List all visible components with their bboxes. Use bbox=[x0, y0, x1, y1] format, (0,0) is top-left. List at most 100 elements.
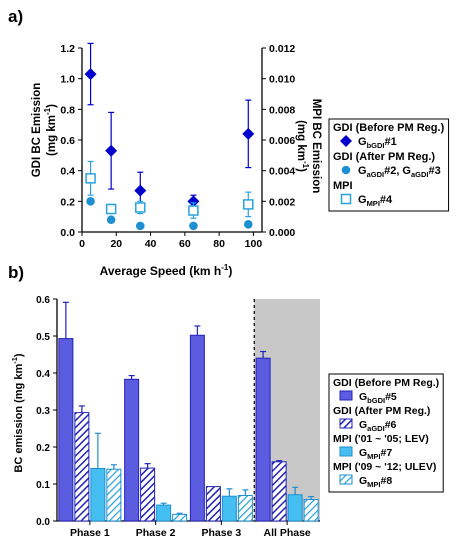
bar bbox=[58, 338, 74, 522]
data-point bbox=[187, 195, 200, 208]
svg-text:BC emission (mg km-1): BC emission (mg km-1) bbox=[10, 353, 25, 472]
x-tick-label: 20 bbox=[110, 238, 122, 250]
legend-heading: GDI (After PM Reg.) bbox=[333, 151, 435, 163]
panel-b-plot: 0.0 0.1 0.2 0.3 0.4 0.5 0.6 Phase 1 Phase 2 Phase… bbox=[36, 295, 320, 539]
svg-text:(mg km-1): (mg km-1) bbox=[295, 120, 310, 172]
legend-swatch bbox=[339, 418, 353, 429]
svg-text:(mg km-1): (mg km-1) bbox=[43, 104, 58, 156]
x-tick-label: 100 bbox=[245, 238, 263, 250]
bar bbox=[303, 499, 319, 522]
panel-a-x-axis-label: Average Speed (km h-1) bbox=[100, 263, 233, 278]
right-y-tick-label: 0.010 bbox=[269, 74, 295, 86]
right-y-tick-label: 0.000 bbox=[269, 227, 295, 239]
right-axis-unit-sup: -1 bbox=[301, 161, 310, 169]
right-y-tick-label: 0.006 bbox=[269, 135, 295, 147]
x-tick-label: Phase 2 bbox=[136, 527, 176, 539]
bar bbox=[271, 461, 287, 522]
right-axis-unit: (mg km bbox=[295, 120, 307, 161]
x-tick-label: 80 bbox=[213, 238, 225, 250]
legend-label: GMPI#4 bbox=[358, 194, 393, 208]
legend-label: GaGDI#2, GaGDI#3 bbox=[358, 165, 441, 179]
y-tick-label: 0.4 bbox=[36, 369, 50, 380]
x-tick-label: 60 bbox=[179, 238, 191, 250]
bar bbox=[140, 467, 156, 522]
x-tick-label: All Phase bbox=[263, 527, 310, 539]
legend-heading: GDI (After PM Reg.) bbox=[333, 405, 430, 417]
panel-a: a) 0.00.20.40.60.81.01.20.0000.0020.0040… bbox=[8, 7, 450, 278]
right-y-tick-label: 0.012 bbox=[269, 43, 295, 55]
right-y-tick-label: 0.004 bbox=[269, 166, 295, 178]
left-y-tick-label: 1.2 bbox=[60, 43, 75, 55]
legend-marker bbox=[340, 135, 352, 147]
left-axis-unit-sup: -1 bbox=[43, 107, 52, 115]
legend-heading: GDI (Before PM Reg.) bbox=[333, 122, 445, 134]
left-y-tick-label: 0.2 bbox=[60, 196, 75, 208]
left-axis-unit: (mg km bbox=[46, 115, 58, 156]
data-point bbox=[105, 203, 117, 215]
data-point bbox=[189, 221, 198, 231]
legend-heading: MPI ('01 ~ '05; LEV) bbox=[333, 433, 429, 445]
bar bbox=[221, 495, 237, 522]
data-point bbox=[84, 68, 97, 81]
legend-marker bbox=[340, 193, 352, 205]
bar bbox=[237, 494, 253, 522]
legend-label: GbGDI#1 bbox=[358, 136, 397, 150]
right-y-tick-label: 0.002 bbox=[269, 196, 295, 208]
panel-b-y-axis-label: BC emission (mg km-1) bbox=[10, 353, 25, 472]
legend-swatch bbox=[339, 474, 353, 485]
bar bbox=[255, 357, 271, 522]
y-tick-label: 0.6 bbox=[36, 295, 50, 306]
x-tick-label: Phase 3 bbox=[202, 527, 242, 539]
panel-a-right-axis-label: MPI BC Emission (mg km-1) bbox=[295, 99, 322, 194]
left-y-tick-label: 0.4 bbox=[60, 166, 75, 178]
data-point bbox=[105, 144, 118, 157]
x-tick-label: 0 bbox=[79, 238, 85, 250]
legend-frame bbox=[328, 373, 444, 493]
panel-a-plot: 0.0 0.2 0.4 0.6 0.8 1.0 1.2 0.000 0.002 0.004 0.00… bbox=[60, 42, 295, 250]
panel-a-label: a) bbox=[8, 7, 23, 26]
legend-marker bbox=[341, 165, 351, 175]
svg-text:MPI BC Emission: MPI BC Emission bbox=[310, 99, 322, 194]
y-tick-label: 0.5 bbox=[36, 332, 50, 343]
right-y-tick-label: 0.008 bbox=[269, 104, 295, 116]
legend-swatch bbox=[339, 390, 353, 401]
svg-text:GDI BC Emission: GDI BC Emission bbox=[31, 83, 43, 178]
x-tick-label: Phase 1 bbox=[70, 527, 110, 539]
data-point bbox=[135, 202, 146, 213]
legend-heading: MPI bbox=[333, 180, 353, 192]
y-tick-label: 0.2 bbox=[36, 443, 50, 454]
left-y-tick-label: 0.8 bbox=[60, 104, 75, 116]
bar bbox=[74, 412, 90, 522]
bar bbox=[205, 486, 221, 522]
data-point bbox=[242, 127, 255, 140]
data-point bbox=[188, 205, 199, 216]
y-tick-label: 0.0 bbox=[36, 517, 50, 528]
legend-heading: MPI ('09 ~ '12; ULEV) bbox=[333, 461, 436, 473]
left-y-tick-label: 0.0 bbox=[60, 227, 75, 239]
left-y-tick-label: 1.0 bbox=[60, 74, 75, 86]
data-point bbox=[243, 220, 253, 229]
x-tick-label: 40 bbox=[145, 238, 157, 250]
bar bbox=[106, 468, 122, 522]
data-point bbox=[106, 215, 116, 225]
legend-label: GbGDI#5 bbox=[359, 391, 397, 405]
left-axis-title: GDI BC Emission bbox=[31, 83, 43, 178]
legend-heading: GDI (Before PM Reg.) bbox=[333, 377, 439, 389]
legend-label: GaGDI#6 bbox=[359, 419, 397, 433]
data-point bbox=[243, 199, 254, 210]
data-point bbox=[134, 184, 147, 197]
bar bbox=[90, 467, 106, 522]
data-point bbox=[86, 197, 95, 206]
left-y-tick-label: 0.6 bbox=[60, 135, 75, 147]
panel-b-label: b) bbox=[8, 263, 24, 282]
y-tick-label: 0.1 bbox=[36, 480, 50, 491]
legend-label: GMPI#8 bbox=[359, 475, 392, 489]
bar bbox=[287, 494, 303, 522]
legend-frame bbox=[328, 118, 450, 212]
panel-b: b) 0.0 0.1 0.2 0.3 0.4 0.5 0.6 Phase 1 Phase 2 Ph… bbox=[8, 263, 444, 539]
bar bbox=[189, 334, 205, 522]
legend-label: GMPI#7 bbox=[359, 447, 392, 461]
